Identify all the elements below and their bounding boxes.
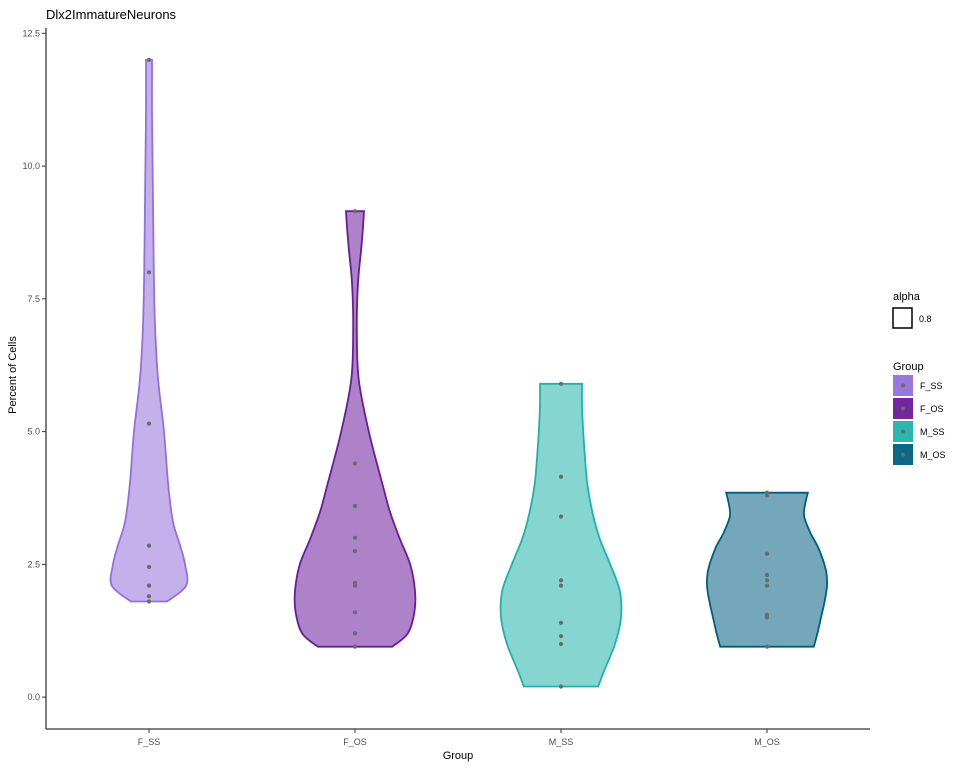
legend-label: M_OS bbox=[920, 450, 946, 460]
data-point bbox=[558, 641, 564, 647]
legend-group: Group F_SS F_OS M_SS M_OS bbox=[893, 361, 946, 465]
data-point bbox=[146, 599, 152, 604]
y-tick-label: 2.5 bbox=[27, 559, 40, 569]
data-point bbox=[146, 594, 152, 599]
legend-alpha-key bbox=[892, 307, 913, 329]
legend-key-point bbox=[901, 429, 905, 434]
data-point bbox=[146, 583, 152, 588]
data-point bbox=[764, 551, 770, 556]
y-ticks: 0.0 2.5 5.0 7.5 10.0 12.5 bbox=[22, 28, 46, 702]
data-point bbox=[558, 633, 564, 639]
data-point bbox=[558, 620, 564, 625]
legend-alpha-title: alpha bbox=[893, 291, 921, 303]
data-point bbox=[764, 572, 770, 578]
data-point bbox=[558, 578, 564, 583]
y-tick-label: 12.5 bbox=[22, 28, 40, 38]
data-point bbox=[352, 631, 358, 636]
y-tick-label: 7.5 bbox=[27, 294, 40, 304]
legend-label: F_OS bbox=[920, 404, 944, 414]
data-point bbox=[146, 270, 152, 275]
data-point bbox=[352, 610, 358, 615]
data-point bbox=[558, 474, 564, 479]
data-point bbox=[352, 535, 358, 540]
data-point bbox=[146, 421, 152, 426]
x-tick-label: F_SS bbox=[138, 737, 161, 747]
x-tick-label: F_OS bbox=[343, 737, 367, 747]
y-axis-title: Percent of Cells bbox=[7, 336, 19, 414]
data-point bbox=[146, 543, 152, 548]
legend-group-title: Group bbox=[893, 361, 924, 373]
y-tick-label: 10.0 bbox=[22, 161, 40, 171]
data-point bbox=[352, 461, 358, 466]
x-tick-label: M_OS bbox=[754, 737, 780, 747]
x-axis-title: Group bbox=[443, 750, 474, 762]
data-point bbox=[558, 583, 564, 588]
chart-title: Dlx2ImmatureNeurons bbox=[46, 7, 177, 22]
point-layer bbox=[146, 57, 770, 689]
legend-key-point bbox=[901, 383, 905, 388]
y-tick-label: 0.0 bbox=[27, 692, 40, 702]
legend-label: F_SS bbox=[920, 381, 943, 391]
legend-alpha-label: 0.8 bbox=[919, 314, 932, 324]
violin-f-ss bbox=[109, 59, 189, 603]
data-point bbox=[764, 644, 770, 649]
data-point bbox=[352, 644, 358, 649]
data-point bbox=[558, 514, 564, 519]
legend-alpha: alpha 0.8 bbox=[892, 291, 932, 329]
data-point bbox=[558, 381, 564, 386]
data-point bbox=[764, 578, 770, 583]
legend-label: M_SS bbox=[920, 427, 945, 437]
data-point bbox=[558, 684, 564, 689]
y-tick-label: 5.0 bbox=[27, 427, 40, 437]
violin-f-os bbox=[293, 210, 417, 648]
data-point bbox=[764, 493, 770, 498]
data-point bbox=[764, 615, 770, 620]
x-tick-label: M_SS bbox=[549, 737, 574, 747]
data-point bbox=[146, 564, 152, 570]
violin-m-os bbox=[706, 491, 828, 648]
violin-layer bbox=[109, 59, 828, 688]
legend-key-point bbox=[901, 406, 905, 411]
violin-m-ss bbox=[499, 382, 623, 688]
data-point bbox=[352, 503, 358, 509]
data-point bbox=[146, 57, 152, 62]
x-ticks: F_SS F_OS M_SS M_OS bbox=[138, 729, 780, 747]
data-point bbox=[352, 548, 358, 554]
data-point bbox=[352, 209, 358, 214]
data-point bbox=[764, 583, 770, 588]
data-point bbox=[352, 583, 358, 588]
legend-key-point bbox=[901, 452, 905, 457]
